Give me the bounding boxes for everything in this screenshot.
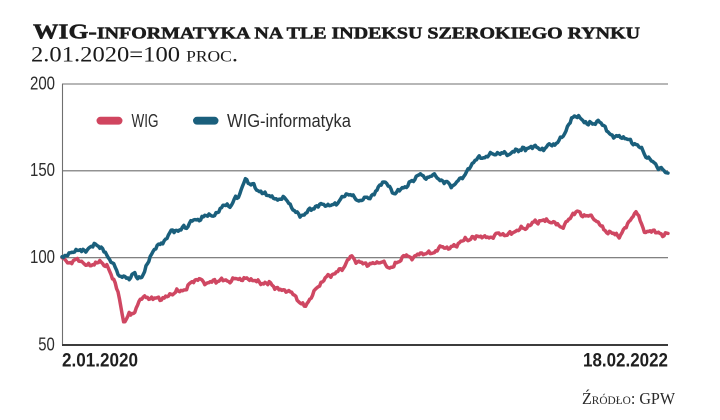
svg-text:WIG-INFORMATYKA NA TLE INDEKSU: WIG- INFORMATYKA NA TLE INDEKSU SZEROKIEG… xyxy=(33,20,640,44)
svg-text:50: 50 xyxy=(38,334,55,354)
svg-text:WIG: WIG xyxy=(132,111,159,131)
svg-text:18.02.2022: 18.02.2022 xyxy=(583,350,668,372)
svg-text:150: 150 xyxy=(30,160,55,180)
svg-text:Źródło: GPW: Źródło: GPW xyxy=(582,389,676,408)
svg-text:WIG-informatyka: WIG-informatyka xyxy=(227,111,352,131)
svg-text:200: 200 xyxy=(30,73,55,93)
svg-text:2.01.2020: 2.01.2020 xyxy=(62,350,138,372)
svg-text:2.01.2020=100 proc.: 2.01.2020=100 proc. xyxy=(31,41,238,66)
svg-text:100: 100 xyxy=(30,247,55,267)
